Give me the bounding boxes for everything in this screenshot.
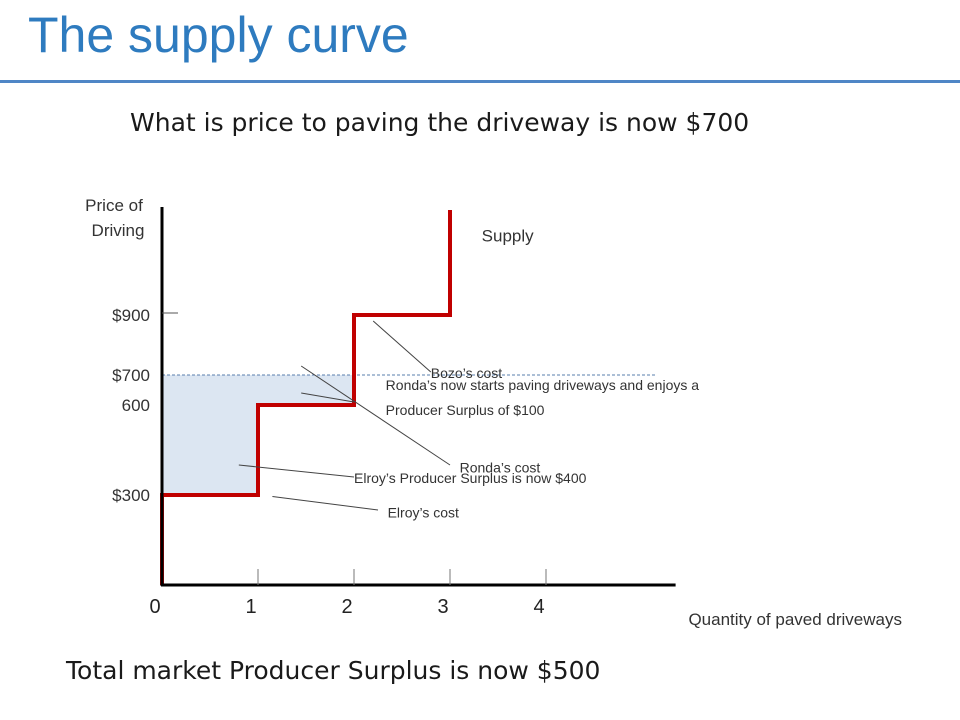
series-label-supply: Supply [482,227,534,246]
slide-footer: Total market Producer Surplus is now $50… [66,656,601,685]
x-axis-label: Quantity of paved driveways [688,610,902,629]
x-tick-label: 3 [437,596,448,618]
elroys-surplus-leader [238,464,355,478]
slide-subtitle: What is price to paving the driveway is … [130,108,750,137]
x-tick-label: 0 [149,596,160,618]
y-tick-label: 600 [122,396,150,415]
y-axis-label-line: Driving [92,221,145,240]
x-tick-label: 1 [245,596,256,618]
y-tick-label: $700 [112,366,150,385]
elroys-cost-leader [272,496,379,511]
rondas-cost-leader [300,365,451,466]
x-tick-label: 4 [533,596,544,618]
y-axis-label: Price of Driving [85,196,144,240]
rondas-surplus-leader [301,392,355,403]
bozos-cost-leader [372,320,432,373]
x-tick-label: 2 [341,596,352,618]
rondas-surplus-label-line: Ronda’s now starts paving driveways and … [386,377,700,393]
page-title: The supply curve [28,7,409,63]
title-divider [0,80,960,83]
series-layer [160,210,452,585]
y-tick-label: $900 [112,306,150,325]
bozos-cost-label: Bozo’s cost [431,365,502,381]
rondas-surplus-label: Ronda’s now starts paving driveways and … [386,377,700,418]
elroys-surplus-label: Elroy’s Producer Surplus is now $400 [354,470,587,486]
supply-line [160,210,452,585]
rondas-surplus-label-line: Producer Surplus of $100 [386,402,545,418]
elroys-cost-label: Elroy’s cost [388,505,459,521]
y-axis-label-line: Price of [85,196,143,215]
rondas-cost-label: Ronda’s cost [460,460,541,476]
y-tick-label: $300 [112,486,150,505]
axis-layer: Price of Driving $300 600 $700 $900 0 1 2 3 4 Quant… [85,196,902,629]
